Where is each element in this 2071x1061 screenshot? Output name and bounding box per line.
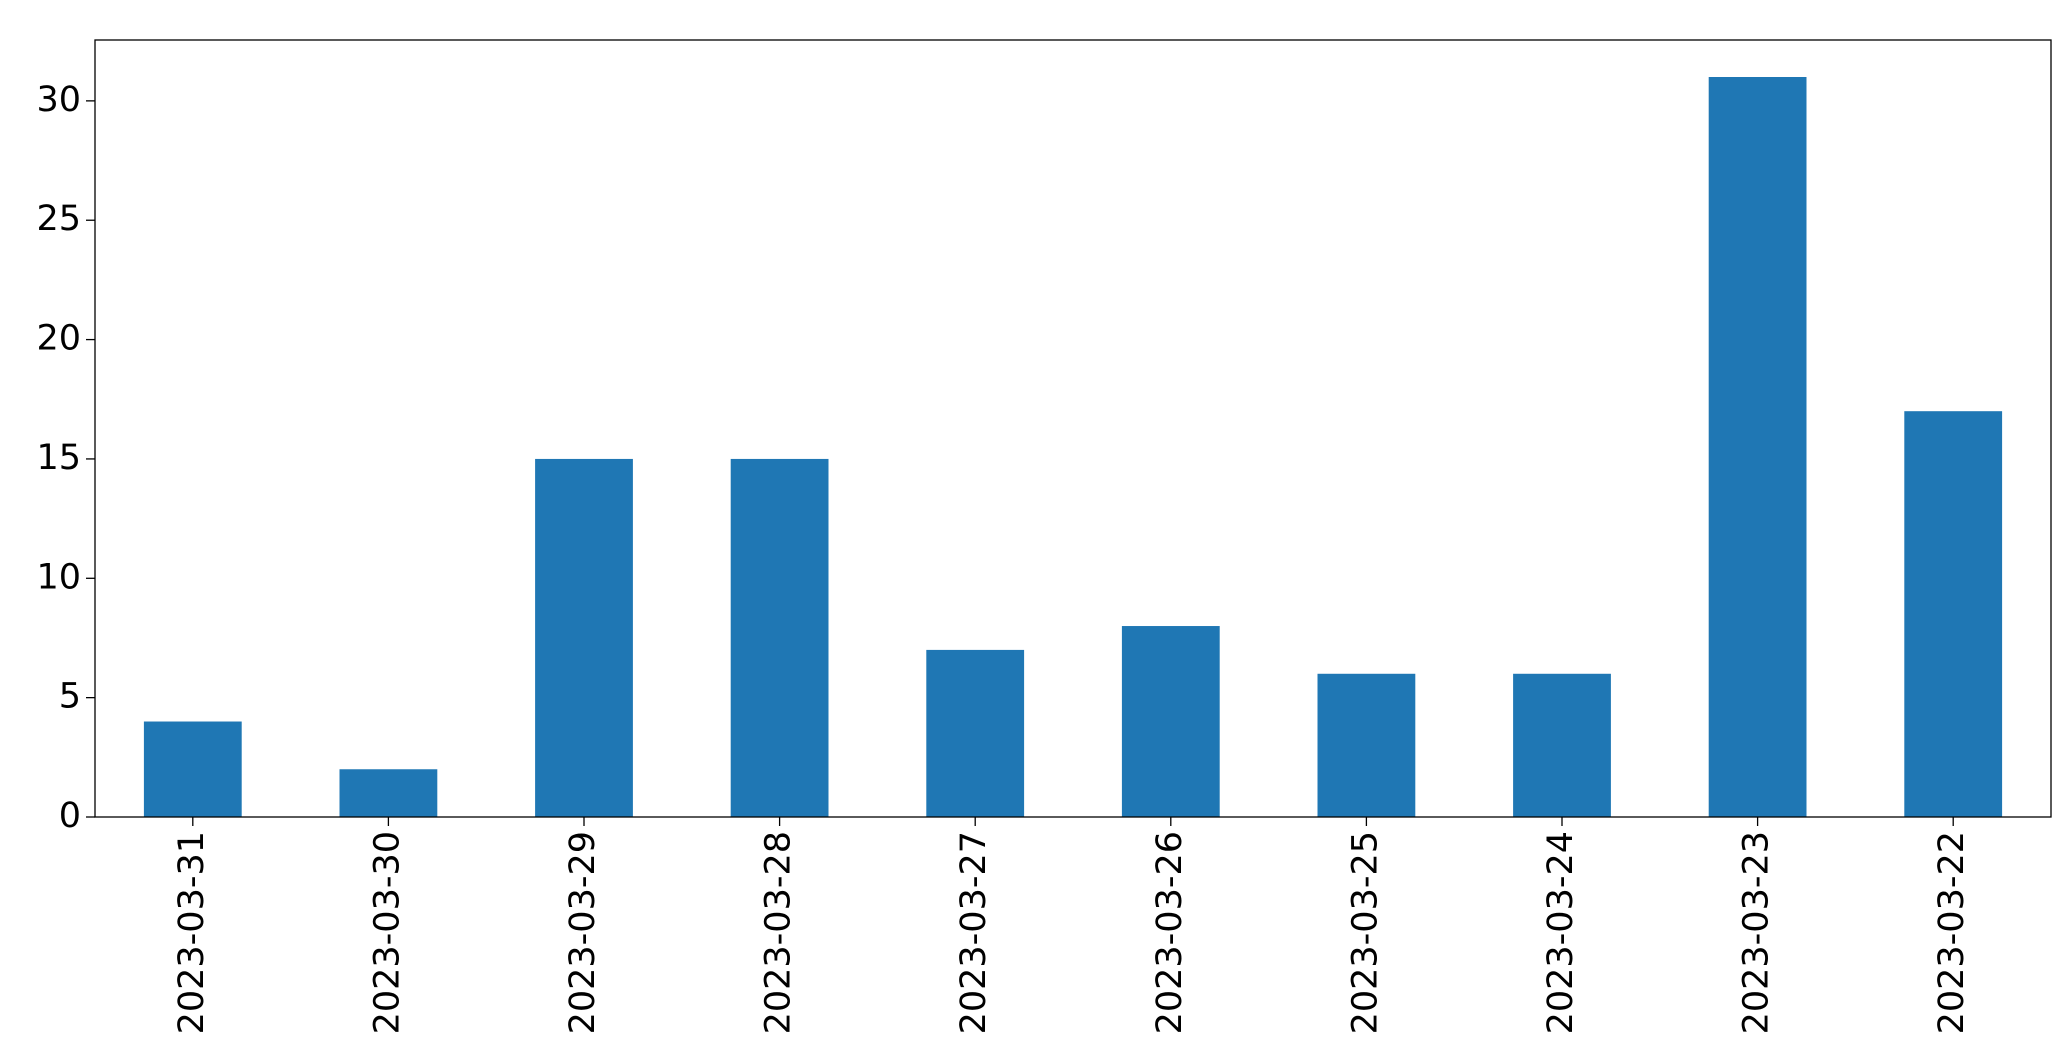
- bar: [535, 458, 633, 817]
- y-tick-label: 5: [59, 677, 81, 717]
- x-tick-label: 2023-03-25: [1345, 831, 1385, 1034]
- bar: [926, 649, 1025, 817]
- x-tick-label: 2023-03-29: [563, 831, 603, 1034]
- y-tick-label: 25: [36, 199, 81, 239]
- bar: [143, 721, 242, 817]
- x-tick-label: 2023-03-22: [1932, 831, 1972, 1034]
- bar: [1513, 673, 1611, 817]
- bar: [1708, 77, 1807, 817]
- y-tick-label: 20: [36, 319, 81, 359]
- y-tick-label: 15: [36, 438, 81, 478]
- y-tick-label: 0: [59, 796, 81, 836]
- bar: [730, 458, 829, 817]
- x-tick-label: 2023-03-28: [759, 831, 799, 1034]
- x-tick-label: 2023-03-24: [1541, 831, 1581, 1034]
- y-tick-label: 30: [36, 80, 81, 120]
- x-tick-label: 2023-03-30: [367, 831, 407, 1034]
- x-tick-label: 2023-03-26: [1150, 831, 1190, 1034]
- plot-frame: [94, 39, 2052, 818]
- x-tick-label: 2023-03-31: [172, 831, 212, 1034]
- bar: [1317, 673, 1416, 817]
- bar: [339, 769, 438, 817]
- y-tick-label: 10: [36, 557, 81, 597]
- x-tick-label: 2023-03-23: [1737, 831, 1777, 1034]
- x-tick-label: 2023-03-27: [954, 831, 994, 1034]
- bar: [1904, 411, 2003, 817]
- bar: [1121, 626, 1220, 817]
